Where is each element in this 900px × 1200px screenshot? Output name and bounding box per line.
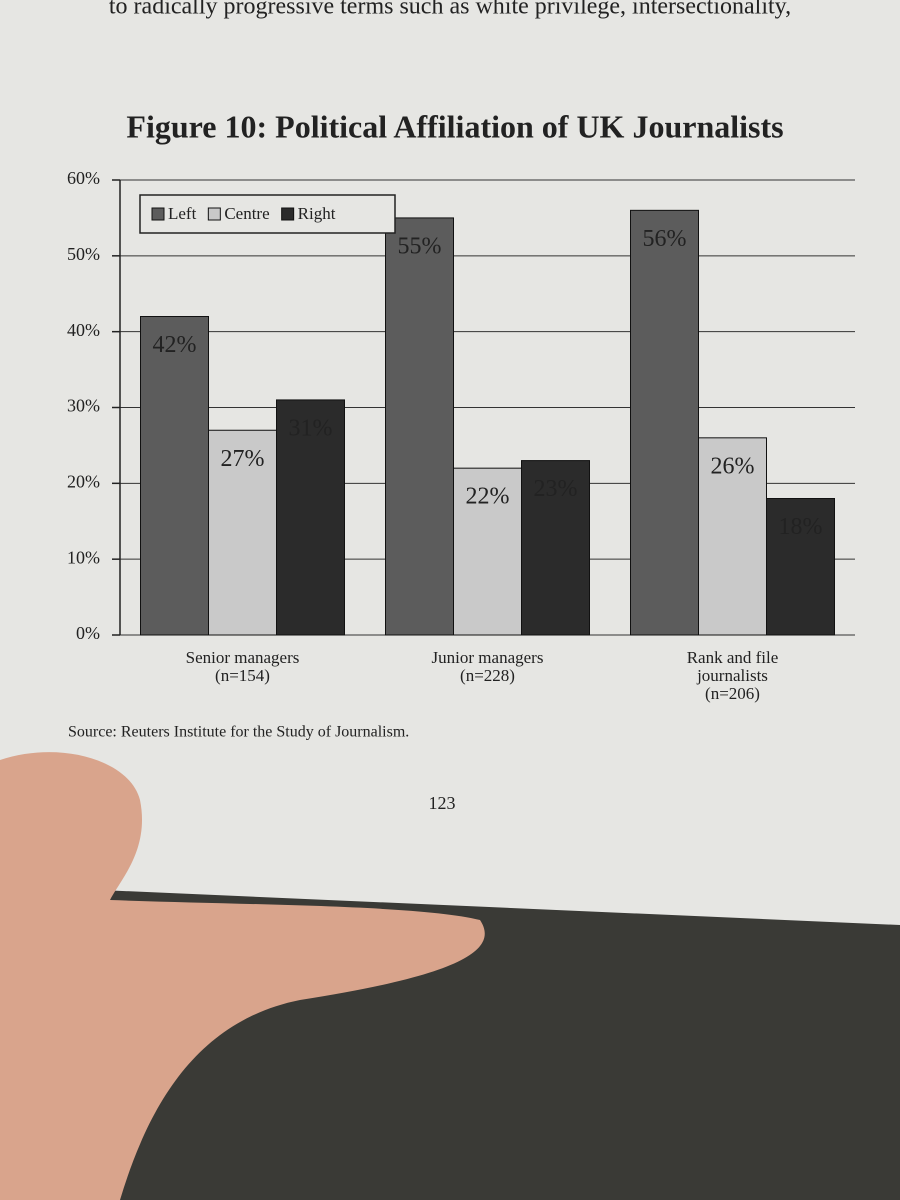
bar — [453, 467, 522, 636]
bar — [698, 437, 767, 636]
data-label: 27% — [221, 446, 265, 472]
x-tick-label: Senior managers — [185, 648, 300, 667]
x-tick-label: Junior managers — [431, 648, 544, 667]
y-tick-label: 20% — [67, 471, 100, 491]
data-label: 18% — [779, 514, 823, 540]
bar — [766, 498, 835, 636]
y-tick-label: 50% — [67, 244, 100, 264]
bar — [385, 217, 454, 636]
top-line: to radically progressive terms such as w… — [109, 0, 791, 20]
data-label: 23% — [534, 476, 578, 502]
bar — [630, 209, 699, 636]
hand — [0, 752, 485, 1200]
x-tick-label-group: Rank and file journalists (n=206) — [658, 649, 808, 703]
data-label: 26% — [711, 453, 755, 479]
y-tick-label: 30% — [67, 396, 100, 416]
x-tick-label-group: Junior managers (n=228) — [413, 649, 563, 685]
legend-label: Left — [168, 204, 197, 223]
x-tick-note: (n=228) — [460, 666, 515, 685]
bar — [140, 316, 209, 636]
data-label: 55% — [398, 233, 442, 259]
y-tick-label: 40% — [67, 320, 100, 340]
x-tick-note: (n=206) — [705, 684, 760, 703]
legend-box — [139, 194, 396, 234]
y-tick-label: 60% — [67, 168, 100, 188]
legend-swatch — [151, 207, 165, 221]
data-label: 31% — [289, 415, 333, 441]
x-tick-label: Rank and file journalists — [686, 648, 779, 685]
legend-label: Right — [298, 204, 336, 223]
data-label: 56% — [643, 226, 687, 252]
bar — [208, 429, 277, 636]
y-tick-label: 10% — [67, 547, 100, 567]
chart-title: Figure 10: Political Affiliation of UK J… — [126, 108, 783, 144]
legend-swatch — [207, 207, 221, 221]
y-tick-label: 0% — [76, 623, 100, 643]
x-tick-label-group: Senior managers (n=154) — [168, 649, 318, 685]
source-note: Source: Reuters Institute for the Study … — [68, 724, 409, 741]
bar — [521, 460, 590, 636]
data-label: 42% — [153, 332, 197, 358]
data-label: 22% — [466, 484, 510, 510]
page-number: 123 — [429, 793, 456, 813]
x-tick-note: (n=154) — [215, 666, 270, 685]
legend-label: Centre — [224, 204, 269, 223]
legend-swatch — [281, 207, 295, 221]
bar — [276, 399, 345, 636]
